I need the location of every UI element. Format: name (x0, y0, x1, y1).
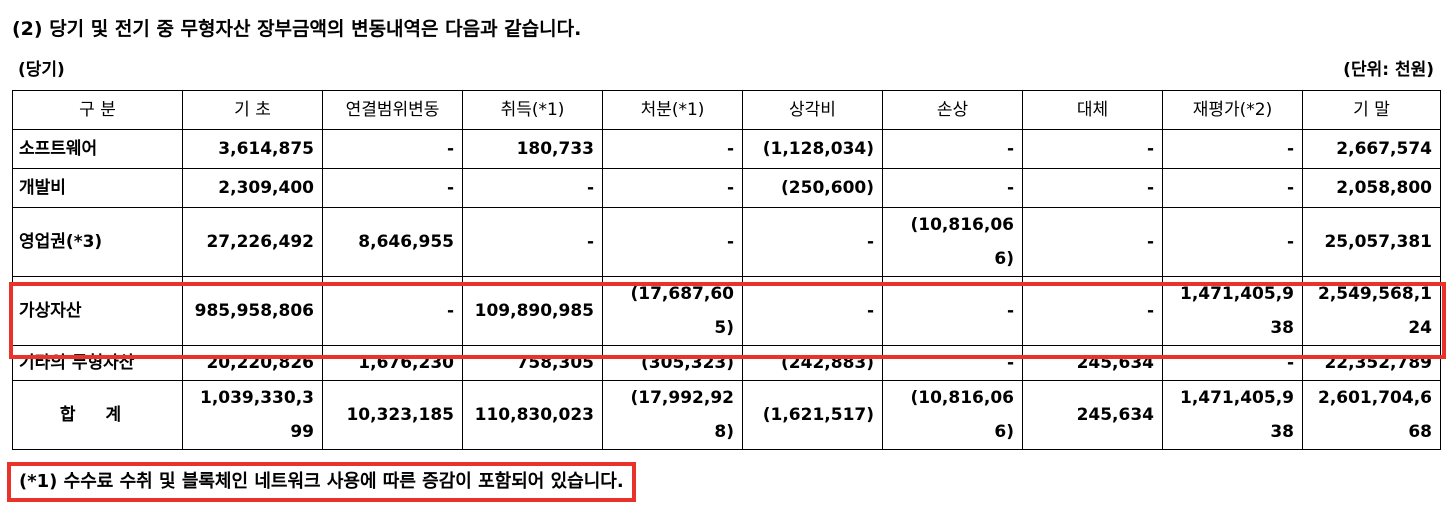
header-consolidation-change: 연결범위변동 (322, 90, 463, 130)
table-cell: 1,039,330,399 (182, 380, 323, 450)
table-cell: - (602, 207, 743, 277)
table-cell: 2,667,574 (1302, 129, 1441, 169)
table-cell: - (462, 168, 603, 208)
table-cell: - (1162, 207, 1303, 277)
table-cell: - (1162, 129, 1303, 169)
table-cell: (250,600) (742, 168, 883, 208)
table-row: 소프트웨어 3,614,875 - 180,733 - (1,128,034) … (12, 129, 1441, 169)
table-cell: (10,816,066) (882, 380, 1023, 450)
row-label: 개발비 (12, 168, 183, 208)
table-cell: - (602, 129, 743, 169)
table-cell: - (882, 276, 1023, 346)
header-closing: 기 말 (1302, 90, 1441, 130)
table-cell: - (1162, 345, 1303, 381)
table-cell: - (322, 168, 463, 208)
table-cell: - (882, 168, 1023, 208)
table-cell: 22,352,789 (1302, 345, 1441, 381)
table-cell: 2,549,568,124 (1302, 276, 1441, 346)
table-cell: 2,058,800 (1302, 168, 1441, 208)
table-cell: (10,816,066) (882, 207, 1023, 277)
table-row-highlighted: 가상자산 985,958,806 - 109,890,985 (17,687,6… (12, 276, 1441, 346)
table-cell: - (1022, 168, 1163, 208)
table-cell: - (462, 207, 603, 277)
table-cell: 245,634 (1022, 345, 1163, 381)
table-cell: - (322, 129, 463, 169)
table-cell: 245,634 (1022, 380, 1163, 450)
row-label: 소프트웨어 (12, 129, 183, 169)
header-row: 구 분 기 초 연결범위변동 취득(*1) 처분(*1) 상각비 손상 대체 재… (12, 90, 1441, 130)
table-cell: 10,323,185 (322, 380, 463, 450)
table-cell: 985,958,806 (182, 276, 323, 346)
header-category: 구 분 (12, 90, 183, 130)
table-cell: (1,621,517) (742, 380, 883, 450)
table-cell: - (882, 345, 1023, 381)
table-cell: 8,646,955 (322, 207, 463, 277)
intangible-assets-table: 구 분 기 초 연결범위변동 취득(*1) 처분(*1) 상각비 손상 대체 재… (12, 90, 1441, 450)
section-title: (2) 당기 및 전기 중 무형자산 장부금액의 변동내역은 다음과 같습니다. (12, 18, 582, 40)
header-disposal: 처분(*1) (602, 90, 743, 130)
period-label: (당기) (18, 60, 65, 80)
table-row: 개발비 2,309,400 - - - (250,600) - - - 2,05… (12, 168, 1441, 208)
table-cell: 2,601,704,668 (1302, 380, 1441, 450)
table-cell: 110,830,023 (462, 380, 603, 450)
table-cell: - (1022, 276, 1163, 346)
table-cell: (17,992,928) (602, 380, 743, 450)
row-label: 기타의 무형자산 (12, 345, 183, 381)
table-cell: 758,305 (462, 345, 603, 381)
table-cell: - (742, 276, 883, 346)
table-cell: - (882, 129, 1023, 169)
footnote-highlighted: (*1) 수수료 수취 및 블록체인 네트워크 사용에 따른 증감이 포함되어 … (7, 462, 636, 502)
table-cell: 2,309,400 (182, 168, 323, 208)
table-cell: 109,890,985 (462, 276, 603, 346)
table-cell: 180,733 (462, 129, 603, 169)
table-cell: - (1162, 168, 1303, 208)
header-amortization: 상각비 (742, 90, 883, 130)
table-cell: - (742, 207, 883, 277)
table-cell: 1,471,405,938 (1162, 276, 1303, 346)
header-opening: 기 초 (182, 90, 323, 130)
table-cell: 27,226,492 (182, 207, 323, 277)
table-row: 기타의 무형자산 20,220,826 1,676,230 758,305 (3… (12, 345, 1441, 381)
table-cell: (305,323) (602, 345, 743, 381)
header-impairment: 손상 (882, 90, 1023, 130)
unit-label: (단위: 천원) (1343, 60, 1434, 80)
table-row-total: 합 계 1,039,330,399 10,323,185 110,830,023… (12, 380, 1441, 450)
table-cell: 20,220,826 (182, 345, 323, 381)
row-label: 합 계 (12, 380, 183, 450)
table-cell: (17,687,605) (602, 276, 743, 346)
table-cell: - (602, 168, 743, 208)
row-label: 영업권(*3) (12, 207, 183, 277)
table-cell: 25,057,381 (1302, 207, 1441, 277)
table-cell: 3,614,875 (182, 129, 323, 169)
table-cell: 1,676,230 (322, 345, 463, 381)
table-cell: - (1022, 129, 1163, 169)
table-row: 영업권(*3) 27,226,492 8,646,955 - - - (10,8… (12, 207, 1441, 277)
table-cell: (1,128,034) (742, 129, 883, 169)
header-acquisition: 취득(*1) (462, 90, 603, 130)
row-label: 가상자산 (12, 276, 183, 346)
header-revaluation: 재평가(*2) (1162, 90, 1303, 130)
table-cell: 1,471,405,938 (1162, 380, 1303, 450)
table-cell: - (322, 276, 463, 346)
table-cell: (242,883) (742, 345, 883, 381)
table-cell: - (1022, 207, 1163, 277)
header-transfer: 대체 (1022, 90, 1163, 130)
